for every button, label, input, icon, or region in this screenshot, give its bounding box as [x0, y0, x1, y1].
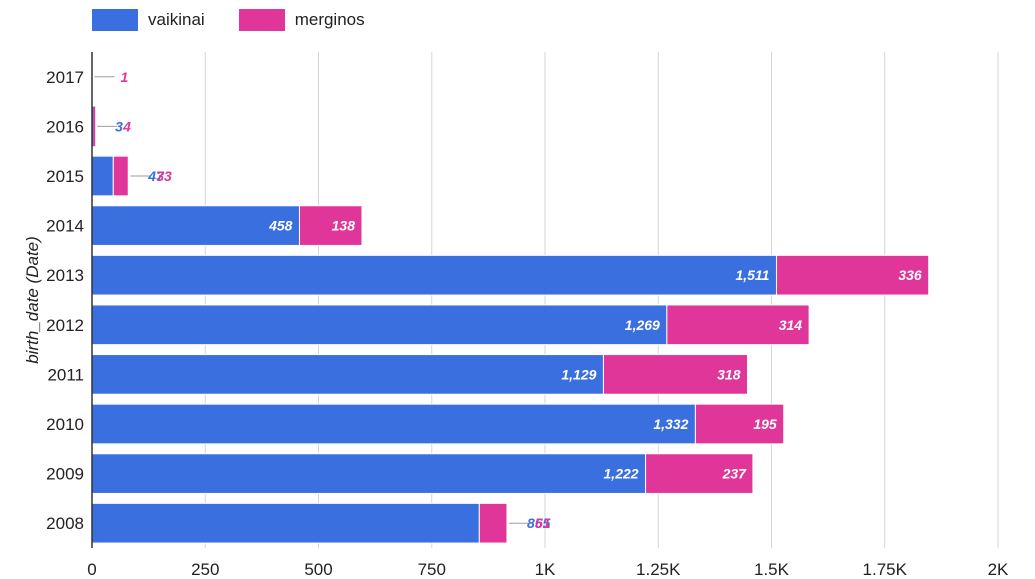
y-tick-label-2013: 2013	[46, 266, 84, 285]
legend-label-vaikinai: vaikinai	[148, 10, 205, 29]
data-label-merginos-2011: 318	[717, 366, 741, 382]
bar-merginos-2016	[93, 106, 96, 147]
bar-vaikinai-2015	[91, 155, 114, 197]
x-tick-label-8: 2K	[988, 560, 1009, 579]
bar-merginos-2009	[645, 453, 754, 494]
y-tick-label-2017: 2017	[46, 68, 84, 87]
data-label-vaikinai-2010: 1,332	[653, 416, 688, 432]
data-label-merginos-2009: 237	[722, 466, 748, 482]
y-axis-label: birth_date (Date)	[23, 236, 42, 364]
bar-vaikinai-2008	[91, 502, 480, 544]
bar-merginos-2012	[666, 304, 810, 346]
bar-vaikinai-2013	[91, 254, 777, 296]
y-tick-label-2015: 2015	[46, 167, 84, 186]
y-tick-label-2016: 2016	[46, 117, 84, 136]
y-tick-label-2009: 2009	[46, 465, 84, 484]
data-label-vaikinai-2011: 1,129	[561, 366, 596, 382]
data-label-vaikinai-2008: 855	[527, 515, 551, 531]
y-tick-label-2014: 2014	[46, 217, 84, 236]
data-label-merginos-2008: 61	[535, 515, 551, 531]
data-label-vaikinai-2016: 3	[115, 118, 123, 134]
x-tick-label-1: 250	[191, 560, 219, 579]
bar-merginos-2010	[694, 403, 785, 445]
bar-merginos-2014	[298, 205, 363, 246]
data-label-merginos-2015: 33	[156, 168, 172, 184]
x-tick-label-6: 1.5K	[754, 560, 790, 579]
x-tick-label-7: 1.75K	[863, 560, 908, 579]
y-tick-label-2012: 2012	[46, 316, 84, 335]
data-label-vaikinai-2015: 47	[147, 168, 165, 184]
data-label-merginos-2013: 336	[898, 267, 922, 283]
data-label-vaikinai-2009: 1,222	[604, 466, 639, 482]
bar-merginos-2011	[602, 354, 748, 395]
data-label-merginos-2010: 195	[753, 416, 777, 432]
bar-merginos-2008	[478, 502, 508, 544]
y-tick-label-2008: 2008	[46, 514, 84, 533]
bar-vaikinai-2009	[91, 453, 647, 494]
x-tick-label-0: 0	[87, 560, 96, 579]
legend-swatch-vaikinai	[92, 9, 138, 31]
data-label-vaikinai-2013: 1,511	[735, 267, 769, 283]
legend-item-vaikinai[interactable]: vaikinai	[92, 9, 205, 31]
legend-swatch-merginos	[238, 9, 285, 31]
legend-item-merginos[interactable]: merginos	[238, 9, 365, 31]
x-tick-label-3: 750	[418, 560, 446, 579]
bar-merginos-2013	[775, 254, 930, 296]
bar-vaikinai-2012	[91, 304, 668, 346]
data-label-merginos-2016: 4	[122, 118, 131, 134]
y-tick-label-2011: 2011	[47, 365, 84, 384]
bar-vaikinai-2010	[91, 403, 696, 445]
x-tick-label-4: 1K	[535, 560, 556, 579]
y-tick-label-2010: 2010	[46, 415, 84, 434]
x-tick-label-5: 1.25K	[636, 560, 681, 579]
data-label-merginos-2012: 314	[779, 317, 803, 333]
data-label-merginos-2017: 1	[120, 69, 128, 85]
bar-vaikinai-2011	[91, 354, 604, 395]
bar-merginos-2015	[112, 155, 129, 197]
x-tick-label-2: 500	[304, 560, 332, 579]
data-label-merginos-2014: 138	[332, 218, 356, 234]
legend-label-merginos: merginos	[294, 10, 365, 29]
chart-legend: vaikinai merginos	[92, 9, 399, 31]
data-label-vaikinai-2014: 458	[268, 218, 293, 234]
data-label-vaikinai-2012: 1,269	[625, 317, 660, 333]
